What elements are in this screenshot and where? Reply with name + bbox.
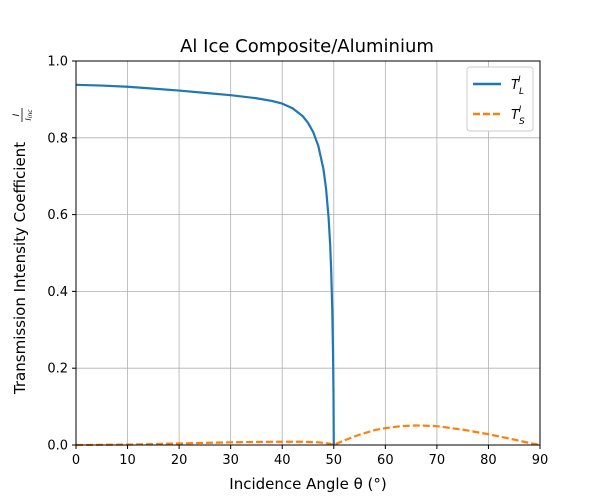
x-tick-label: 50 xyxy=(326,453,343,468)
y-tick-label: 1.0 xyxy=(47,55,68,70)
y-tick-label: 0.2 xyxy=(47,362,68,377)
y-axis-label-group: Transmission Intensity Coefficient I Iin… xyxy=(11,108,34,395)
x-tick-label: 30 xyxy=(222,453,239,468)
y-axis-label-fraction-denominator: Iinc xyxy=(24,109,34,121)
x-tick-label: 90 xyxy=(532,453,549,468)
x-tick-label: 80 xyxy=(480,453,497,468)
x-tick-label: 10 xyxy=(119,453,136,468)
series-line-1 xyxy=(75,83,335,446)
series-line-2 xyxy=(75,424,541,447)
legend-label-series-2: TSI xyxy=(511,105,525,127)
y-axis-label-fraction-numerator: I xyxy=(12,113,22,116)
series-layer xyxy=(75,83,541,447)
x-tick-label: 0 xyxy=(72,453,80,468)
y-tick-label: 0.6 xyxy=(47,208,68,223)
ticks-layer: 0 10 20 30 40 50 60 70 80 90 0.0 0.2 0.4 0.6 0.8 1.0 xyxy=(47,55,548,469)
x-tick-label: 70 xyxy=(429,453,446,468)
y-tick-label: 0.4 xyxy=(47,285,68,300)
x-axis-label: Incidence Angle θ (°) xyxy=(229,475,386,493)
legend: TLI TSI xyxy=(466,66,534,132)
plot-frame xyxy=(75,60,541,446)
x-tick-label: 40 xyxy=(274,453,291,468)
legend-label-series-1: TLI xyxy=(511,75,524,97)
x-tick-label: 60 xyxy=(377,453,394,468)
chart-title: Al Ice Composite/Aluminium xyxy=(180,36,434,57)
y-tick-label: 0.0 xyxy=(47,439,68,454)
y-axis-label: Transmission Intensity Coefficient xyxy=(11,142,29,395)
x-tick-label: 20 xyxy=(171,453,188,468)
y-tick-label: 0.8 xyxy=(47,131,68,146)
